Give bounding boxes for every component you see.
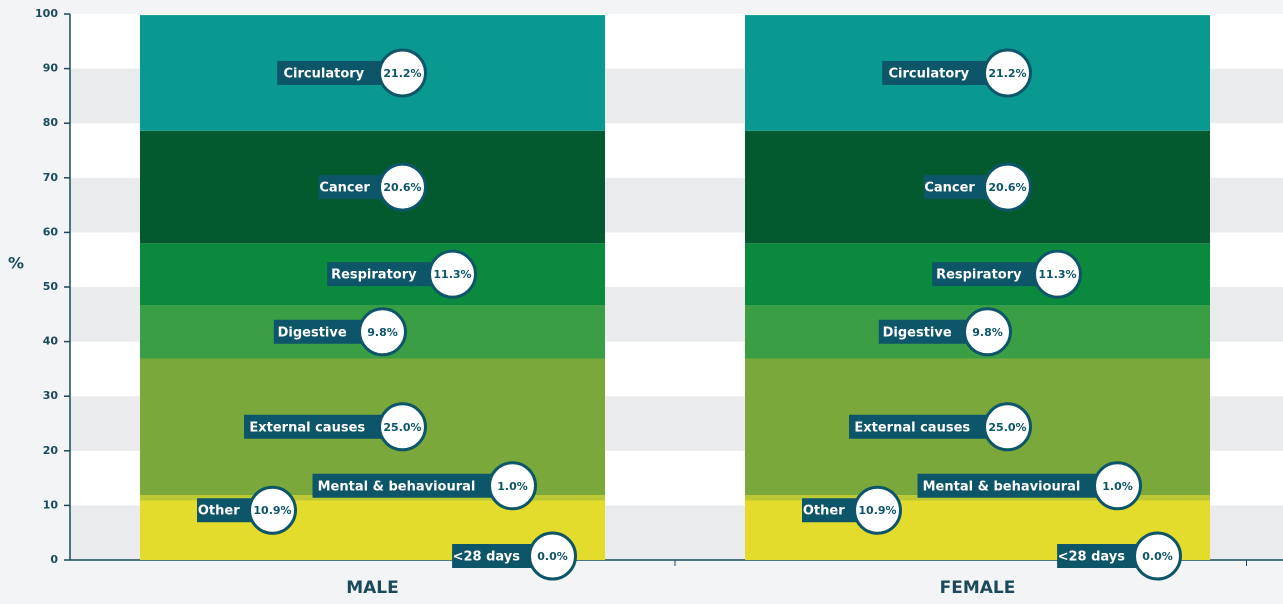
y-tick-label: 70 (43, 171, 59, 184)
value-label: 1.0% (1102, 480, 1133, 493)
series-name: Mental & behavioural (923, 479, 1081, 494)
y-axis-label: % (8, 254, 24, 273)
value-label: 21.2% (988, 67, 1026, 80)
segment-label: External causes 25.0% (849, 402, 1032, 452)
value-bubble (428, 249, 477, 299)
series-name: Cancer (319, 181, 370, 196)
series-name: External causes (249, 420, 365, 435)
segment-label: <28 days 0.0% (1057, 531, 1182, 581)
x-tick-label: FEMALE (940, 578, 1016, 598)
label-box (277, 60, 383, 85)
y-tick-label: 20 (43, 444, 59, 457)
value-bubble (983, 402, 1032, 452)
label-box (802, 498, 858, 523)
y-tick-label: 90 (43, 62, 59, 75)
label-box (244, 414, 383, 439)
value-bubble (1133, 531, 1182, 581)
y-tick-label: 0 (50, 553, 58, 566)
value-label: 21.2% (383, 67, 421, 80)
series-name: Respiratory (936, 268, 1022, 283)
value-label: 20.6% (383, 181, 421, 194)
y-tick-label: 100 (35, 7, 58, 20)
value-label: 10.9% (253, 504, 291, 517)
segment-label: Other 10.9% (197, 485, 297, 535)
value-bubble (963, 307, 1012, 357)
series-name: <28 days (453, 550, 521, 565)
series-name: Digestive (278, 325, 347, 340)
label-box (197, 498, 253, 523)
segment-label: Mental & behavioural 1.0% (312, 461, 537, 511)
y-tick-label: 60 (43, 225, 59, 238)
value-bubble (1033, 249, 1082, 299)
series-name: Circulatory (284, 66, 365, 81)
value-label: 25.0% (383, 421, 421, 434)
label-box (923, 175, 988, 200)
label-box (312, 473, 493, 498)
value-bubble (528, 531, 577, 581)
series-name: Respiratory (331, 268, 417, 283)
label-box (273, 319, 363, 344)
segment-label: Circulatory 21.2% (882, 48, 1032, 98)
value-label: 1.0% (497, 480, 528, 493)
value-bubble (378, 162, 427, 212)
value-label: 0.0% (537, 550, 568, 563)
series-name: External causes (854, 420, 970, 435)
series-name: Other (198, 504, 240, 519)
segment-label: <28 days 0.0% (452, 531, 577, 581)
value-label: 10.9% (858, 504, 896, 517)
segment-label: Respiratory 11.3% (932, 249, 1082, 299)
segment-label: Circulatory 21.2% (277, 48, 427, 98)
value-label: 25.0% (988, 421, 1026, 434)
value-label: 11.3% (433, 268, 471, 281)
y-tick-label: 30 (43, 389, 59, 402)
segment-label: External causes 25.0% (244, 402, 427, 452)
series-name: Circulatory (889, 66, 970, 81)
x-tick-label: MALE (346, 578, 399, 598)
label-box (849, 414, 988, 439)
segment-label: Other 10.9% (802, 485, 902, 535)
value-label: 9.8% (972, 326, 1003, 339)
value-bubble (983, 48, 1032, 98)
label-box (452, 544, 533, 568)
value-bubble (248, 485, 297, 535)
value-bubble (853, 485, 902, 535)
segment-label: Cancer 20.6% (923, 162, 1032, 212)
segment-label: Digestive 9.8% (878, 307, 1012, 357)
value-bubble (358, 307, 407, 357)
y-tick-label: 10 (43, 498, 59, 511)
label-box (318, 175, 383, 200)
value-bubble (983, 162, 1032, 212)
label-box (917, 473, 1098, 498)
y-tick-label: 50 (43, 280, 59, 293)
label-box (932, 262, 1038, 287)
label-box (327, 262, 433, 287)
value-bubble (378, 402, 427, 452)
value-label: 20.6% (988, 181, 1026, 194)
series-name: Other (803, 504, 845, 519)
y-tick-label: 40 (43, 335, 59, 348)
value-label: 11.3% (1038, 268, 1076, 281)
label-box (882, 60, 988, 85)
series-name: Mental & behavioural (318, 479, 476, 494)
segment-label: Digestive 9.8% (273, 307, 407, 357)
series-name: Cancer (924, 181, 975, 196)
value-label: 9.8% (367, 326, 398, 339)
label-box (1057, 544, 1138, 568)
value-label: 0.0% (1142, 550, 1173, 563)
label-box (878, 319, 968, 344)
segment-label: Respiratory 11.3% (327, 249, 477, 299)
segment-label: Mental & behavioural 1.0% (917, 461, 1142, 511)
y-tick-label: 80 (43, 116, 59, 129)
segment-label: Cancer 20.6% (318, 162, 427, 212)
value-bubble (378, 48, 427, 98)
value-bubble (488, 461, 537, 511)
series-name: Digestive (883, 325, 952, 340)
value-bubble (1093, 461, 1142, 511)
series-name: <28 days (1058, 550, 1126, 565)
